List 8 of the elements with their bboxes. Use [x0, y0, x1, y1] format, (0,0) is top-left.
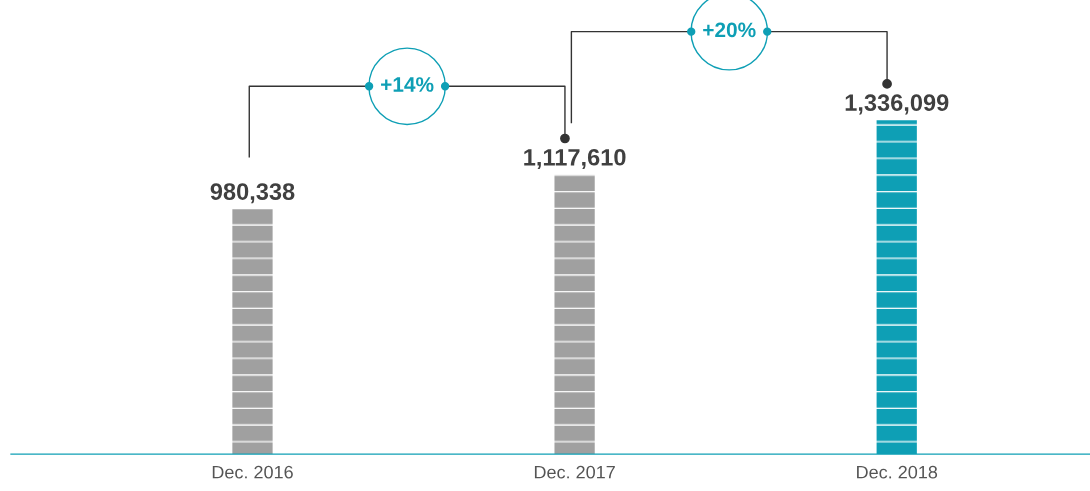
data-label: 980,338 [210, 183, 295, 204]
text: +14% [381, 77, 434, 92]
x-tick-label: Dec. 2016 [212, 465, 293, 479]
x-tick-label: Dec. 2018 [857, 465, 938, 479]
x-tick-label: Dec. 2017 [534, 465, 615, 479]
text: +20% [703, 22, 756, 38]
data-label: 1,117,610 [524, 148, 626, 170]
data-label: 1,336,099 [845, 94, 949, 115]
